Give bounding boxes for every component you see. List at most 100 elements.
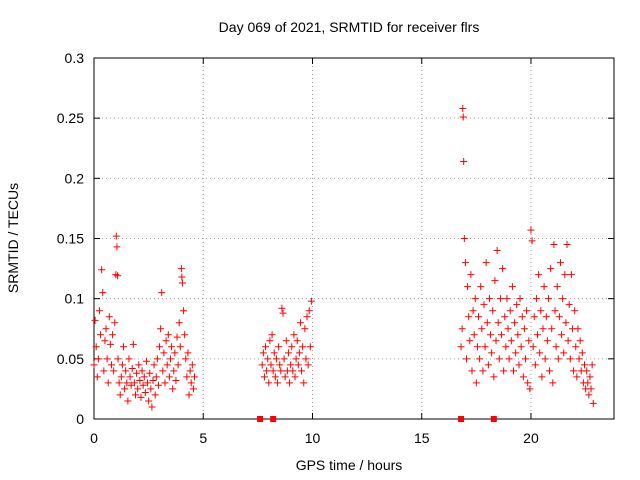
zero-marker — [490, 416, 497, 422]
data-point — [124, 397, 132, 405]
data-point — [529, 343, 537, 351]
data-point — [160, 349, 168, 357]
data-point — [516, 295, 524, 303]
data-point — [522, 355, 530, 363]
data-point — [282, 337, 290, 345]
data-point — [168, 343, 176, 351]
data-point — [515, 361, 523, 369]
data-point — [158, 289, 166, 297]
data-point — [457, 343, 465, 351]
data-point — [583, 367, 591, 375]
data-point — [107, 361, 115, 369]
data-point — [531, 361, 539, 369]
data-point — [548, 325, 556, 333]
data-point — [162, 337, 170, 345]
y-tick-label: 0 — [76, 411, 84, 427]
data-point — [459, 113, 467, 121]
data-point — [542, 313, 550, 321]
data-point — [587, 385, 595, 393]
data-point — [180, 307, 188, 315]
data-point — [484, 361, 492, 369]
data-points — [90, 105, 597, 422]
data-point — [549, 379, 557, 387]
data-point — [161, 379, 169, 387]
data-point — [284, 349, 292, 357]
data-point — [173, 333, 181, 341]
x-tick-label: 15 — [414, 430, 430, 446]
x-axis-label: GPS time / hours — [296, 457, 403, 473]
data-point — [469, 307, 477, 315]
data-point — [163, 361, 171, 369]
data-point — [92, 343, 100, 351]
data-point — [502, 343, 510, 351]
data-point — [183, 373, 191, 381]
data-point — [534, 331, 542, 339]
data-point — [178, 273, 186, 281]
x-tick-label: 20 — [523, 430, 539, 446]
data-point — [130, 379, 138, 387]
data-point — [266, 337, 274, 345]
data-point — [505, 355, 513, 363]
data-point — [156, 343, 164, 351]
data-point — [100, 367, 108, 375]
data-point — [524, 379, 532, 387]
data-point — [111, 319, 119, 327]
data-point — [538, 373, 546, 381]
data-point — [278, 304, 286, 312]
data-point — [175, 319, 183, 327]
data-point — [174, 361, 182, 369]
data-point — [513, 301, 521, 309]
data-point — [567, 271, 575, 279]
data-point — [276, 361, 284, 369]
data-point — [477, 283, 485, 291]
data-point — [483, 319, 491, 327]
data-point — [188, 361, 196, 369]
data-point — [530, 313, 538, 321]
data-point — [187, 379, 195, 387]
data-point — [562, 319, 570, 327]
data-point — [491, 277, 499, 285]
data-point — [105, 313, 113, 321]
data-point — [467, 271, 475, 279]
data-point — [476, 355, 484, 363]
data-point — [287, 361, 295, 369]
data-point — [186, 367, 194, 375]
data-point — [185, 391, 193, 399]
data-point — [303, 313, 311, 321]
data-point — [97, 331, 105, 339]
zero-marker — [458, 416, 465, 422]
data-point — [520, 325, 528, 333]
data-point — [125, 355, 133, 363]
data-point — [578, 349, 586, 357]
data-point — [559, 295, 567, 303]
data-point — [585, 391, 593, 399]
data-point — [271, 373, 279, 381]
data-point — [99, 289, 107, 297]
axis-ticks: 0 0.05 0.1 0.15 0.2 0.25 0.3 0 5 10 15 20 — [57, 50, 614, 446]
data-point — [137, 393, 145, 401]
data-point — [145, 397, 153, 405]
x-tick-label: 0 — [90, 430, 98, 446]
data-point — [149, 376, 157, 384]
data-point — [181, 331, 189, 339]
data-point — [526, 385, 534, 393]
data-point — [508, 283, 516, 291]
data-point — [272, 355, 280, 363]
data-point — [496, 295, 504, 303]
data-point — [293, 337, 301, 345]
data-point — [525, 337, 533, 345]
zero-marker — [257, 416, 264, 422]
data-point — [150, 361, 158, 369]
y-tick-label: 0.2 — [65, 170, 85, 186]
data-point — [572, 343, 580, 351]
data-point — [497, 331, 505, 339]
data-point — [262, 343, 270, 351]
data-point — [485, 295, 493, 303]
data-point — [535, 271, 543, 279]
data-point — [289, 367, 297, 375]
zero-marker — [270, 416, 277, 422]
y-axis-label: SRMTID / TECUs — [5, 183, 21, 293]
data-point — [118, 361, 126, 369]
data-point — [553, 283, 561, 291]
